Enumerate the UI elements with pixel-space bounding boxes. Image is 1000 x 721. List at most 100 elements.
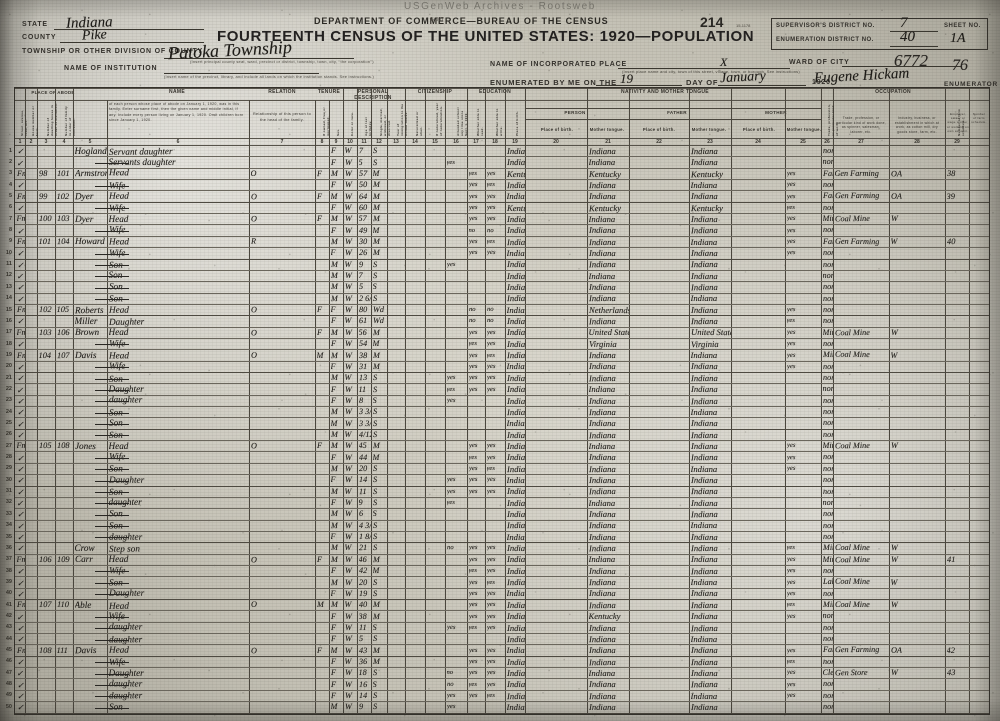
cell-pob: Indiana xyxy=(506,463,525,474)
cell-pob: Indiana xyxy=(506,384,525,395)
cell-pob: Indiana xyxy=(506,497,525,508)
cell-race: W xyxy=(344,452,352,462)
ditto-dash xyxy=(95,662,129,664)
cell-street: ✓ xyxy=(16,464,24,475)
column-number: 21 xyxy=(605,138,611,145)
cell-marital: S xyxy=(372,373,377,383)
cell-race: W xyxy=(344,248,352,258)
nativity-leaf-father-mt: Mother tongue. xyxy=(691,127,727,132)
cell-class: OA xyxy=(890,169,902,179)
cell-relation: Son xyxy=(108,406,123,418)
occupation-leaf-industry: Industry, business, or establishment in … xyxy=(894,116,940,134)
cell-industry: Gen Farming xyxy=(834,236,879,247)
cell-street: Fm xyxy=(16,350,25,360)
cell-marital: M xyxy=(372,361,380,371)
cell-age: 1 8/12 xyxy=(358,532,371,542)
cell-marital: S xyxy=(372,679,377,689)
line-number: 48 xyxy=(5,681,12,688)
enumerated-day-rule xyxy=(596,85,682,86)
cell-mpob: Indiana xyxy=(690,190,718,202)
cell-occupation: none xyxy=(822,452,833,462)
cell-street: ✓ xyxy=(16,510,24,520)
cell-sex: M xyxy=(330,214,338,224)
cell-read: yes xyxy=(468,623,477,631)
cell-marital: S xyxy=(372,543,377,553)
cell-pob: Indiana xyxy=(506,531,525,542)
cell-mortgage: F xyxy=(316,327,322,337)
cell-pob: Indiana xyxy=(506,213,525,224)
cell-pob: Indiana xyxy=(506,622,525,633)
cell-occupation: none xyxy=(822,384,833,394)
cell-write: yes xyxy=(486,215,495,223)
line-number: 4 xyxy=(8,181,12,188)
line-number: 34 xyxy=(5,522,12,529)
cell-marital: M xyxy=(372,350,380,360)
cell-relation: Daughter xyxy=(108,667,144,678)
cell-tenure: O xyxy=(250,305,257,315)
line-number: 2 xyxy=(8,158,12,165)
cell-mpob: Indiana xyxy=(690,452,718,463)
cell-fpob: Indiana xyxy=(588,225,616,236)
cell-age: 11 xyxy=(358,486,367,496)
cell-english: yes xyxy=(786,669,795,677)
cell-write: yes xyxy=(486,657,495,665)
cell-industry: Coal Mine xyxy=(834,349,870,360)
cell-mpob: Indiana xyxy=(690,565,718,576)
cell-race: W xyxy=(344,668,352,678)
cell-mpob: Indiana xyxy=(690,690,718,701)
cell-fpob: Indiana xyxy=(588,599,616,611)
cell-mpob: Indiana xyxy=(690,531,718,542)
cell-sex: M xyxy=(330,191,338,201)
line-number: 49 xyxy=(5,692,12,699)
cell-fpob: Indiana xyxy=(588,372,616,384)
cell-write: yes xyxy=(486,442,495,450)
cell-industry: Coal Mine xyxy=(834,440,870,451)
cell-fpob: Virginia xyxy=(588,338,617,349)
cell-fpob: Indiana xyxy=(588,486,616,497)
cell-mpob: Indiana xyxy=(690,429,718,440)
column-caption-11: Age at last birthday. xyxy=(364,117,372,136)
cell-english: yes xyxy=(786,362,795,371)
column-rule xyxy=(731,88,732,714)
cell-mpob: Indiana xyxy=(690,281,718,293)
cell-english: yes xyxy=(786,680,795,688)
cell-sex: M xyxy=(330,407,338,417)
cell-occupation: none xyxy=(822,304,833,314)
cell-age: 3 3/12 xyxy=(358,407,371,417)
cell-read: yes xyxy=(468,442,477,450)
cell-street: ✓ xyxy=(16,635,24,645)
line-number: 5 xyxy=(8,193,12,199)
cell-age: 7 xyxy=(358,271,363,281)
cell-tenure: O xyxy=(250,645,257,655)
cell-farm: 43 xyxy=(946,668,955,678)
line-number: 13 xyxy=(5,283,12,290)
cell-fpob: Indiana xyxy=(588,350,616,361)
cell-marital: M xyxy=(372,600,380,610)
cell-occupation: none xyxy=(822,157,833,167)
cell-occupation: Farmer xyxy=(822,236,833,246)
cell-mpob: Indiana xyxy=(690,179,718,190)
cell-write: no xyxy=(486,226,494,234)
cell-occupation: none xyxy=(822,316,833,326)
cell-dwelling: 100 xyxy=(38,214,52,224)
cell-write: yes xyxy=(486,487,495,495)
cell-age: 31 xyxy=(358,361,367,371)
cell-english: yes xyxy=(786,317,795,325)
cell-age: 49 xyxy=(358,225,367,235)
group-header-relation: RELATION xyxy=(268,89,296,95)
cell-read: no xyxy=(468,306,476,314)
cell-street: Fm xyxy=(16,305,25,315)
column-number: 14 xyxy=(412,138,418,145)
cell-sex: M xyxy=(330,429,338,439)
cell-read: yes xyxy=(468,601,477,609)
cell-fpob: Indiana xyxy=(588,418,616,429)
cell-relation: Daughter xyxy=(108,474,144,485)
cell-relation: Son xyxy=(108,293,123,304)
cell-read: yes xyxy=(468,578,477,586)
ditto-dash xyxy=(95,616,129,618)
column-caption-9: Sex. xyxy=(336,128,340,136)
cell-street: Fm xyxy=(16,214,25,224)
cell-mpob: Indiana xyxy=(690,679,718,690)
nativity-leaf-mother-mt: Mother tongue. xyxy=(786,127,822,132)
cell-write: yes xyxy=(486,601,495,609)
